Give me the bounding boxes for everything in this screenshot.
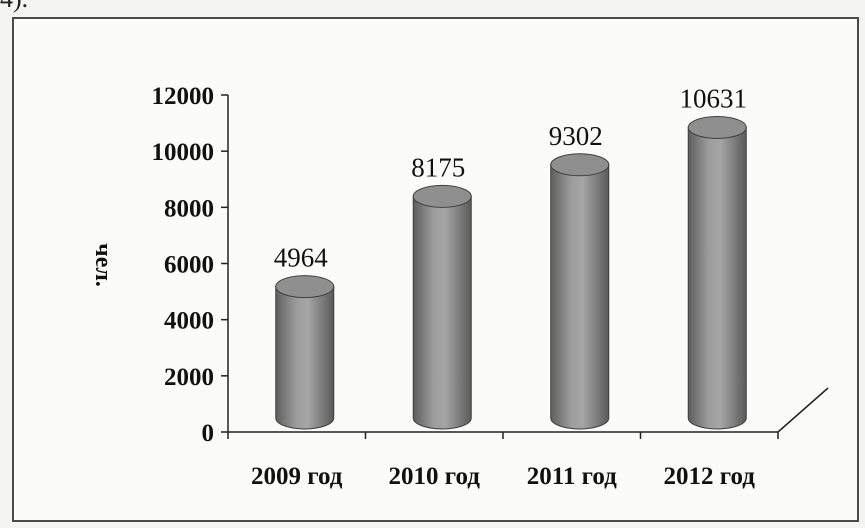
data-label: 8175: [411, 152, 465, 182]
y-tick-label: 6000: [164, 252, 214, 279]
y-tick-label: 4000: [164, 308, 214, 335]
y-tick-label: 8000: [164, 195, 214, 222]
x-tick-label: 2010 год: [389, 463, 481, 490]
bar-2010-год: [412, 184, 472, 430]
data-label: 10631: [680, 83, 748, 113]
floor-edge-line: [777, 387, 829, 433]
y-axis-label: чел.: [90, 243, 116, 287]
bar-2011-год: [550, 153, 610, 430]
y-tick-label: 2000: [164, 364, 214, 391]
bar-top: [550, 153, 610, 177]
bar-2009-год: [275, 275, 335, 430]
y-tick-label: 10000: [152, 139, 215, 166]
y-tick-label: 0: [202, 420, 215, 447]
bar-body: [550, 164, 610, 430]
bar-body: [687, 126, 747, 430]
bar-body: [275, 286, 335, 430]
x-tick-label: 2012 год: [664, 463, 756, 490]
bar-top: [412, 184, 472, 208]
header-fragment: 4).: [0, 0, 28, 14]
bar-top: [275, 275, 335, 299]
bar-body: [412, 195, 472, 430]
y-tick-label: 12000: [152, 83, 215, 110]
x-tick-label: 2011 год: [527, 463, 617, 490]
data-label: 4964: [274, 243, 329, 273]
bar-2012-год: [687, 115, 747, 430]
data-label: 9302: [549, 121, 603, 151]
bar-top: [687, 115, 747, 139]
x-tick-label: 2009 год: [251, 463, 343, 490]
